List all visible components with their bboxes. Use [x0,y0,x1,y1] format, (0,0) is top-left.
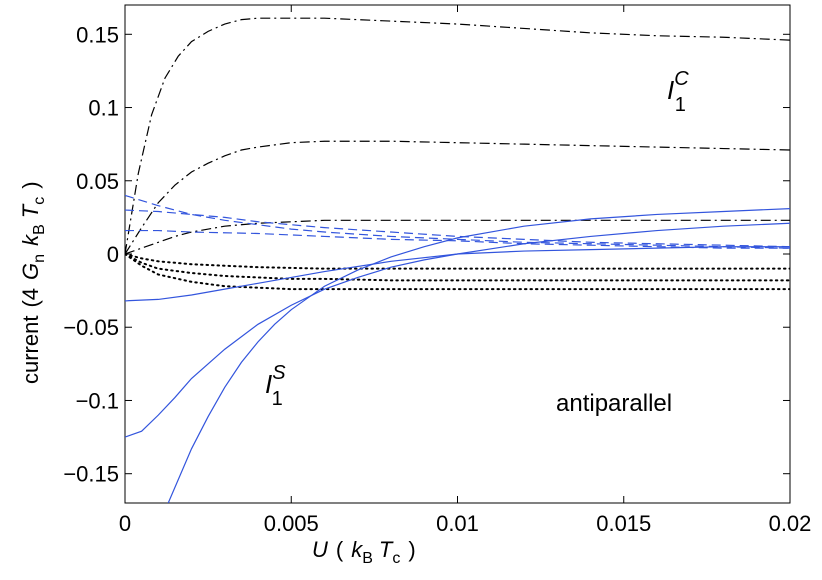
y-axis-label: current(4GnkBTc) [18,181,48,384]
series-line-i1c-2 [125,219,790,255]
series-line-dotted-8 [125,253,790,291]
y-tick-label: 0.1 [88,96,119,121]
x-tick-label: 0.01 [436,511,479,536]
x-tick-label: 0.02 [769,511,812,536]
series-line-dashed-5 [125,229,790,249]
y-tick-label: 0.15 [76,22,119,47]
series-line-i1s-10 [125,222,790,438]
x-axis-label: U(kB Tc) [312,537,416,567]
series-layer [125,17,790,503]
y-tick-label: −0.15 [63,462,119,487]
x-tick-label: 0.005 [264,511,319,536]
x-tick-label: 0.015 [596,511,651,536]
x-tick-label: 0 [119,511,131,536]
annotation-antiparallel: antiparallel [556,390,672,417]
series-line-dotted-7 [125,253,790,282]
y-tick-label: 0.05 [76,169,119,194]
series-line-dashed-4 [125,209,790,248]
y-tick-label: −0.05 [63,315,119,340]
series-line-i1s-11 [167,207,790,503]
y-tick-label: 0 [107,242,119,267]
series-line-dotted-6 [125,253,790,270]
x-axis: 0 0.005 0.01 0.015 0.02 [119,5,812,536]
annotation-i1c: IC 1 [667,68,689,116]
y-axis: 0.15 0.1 0.05 0 −0.05 −0.1 −0.15 [63,22,790,487]
series-line-i1c-0 [125,17,790,255]
annotation-i1s: IS 1 [265,362,286,410]
series-line-i1c-1 [125,140,790,255]
y-tick-label: −0.1 [76,388,119,413]
series-line-i1s-9 [125,246,790,302]
